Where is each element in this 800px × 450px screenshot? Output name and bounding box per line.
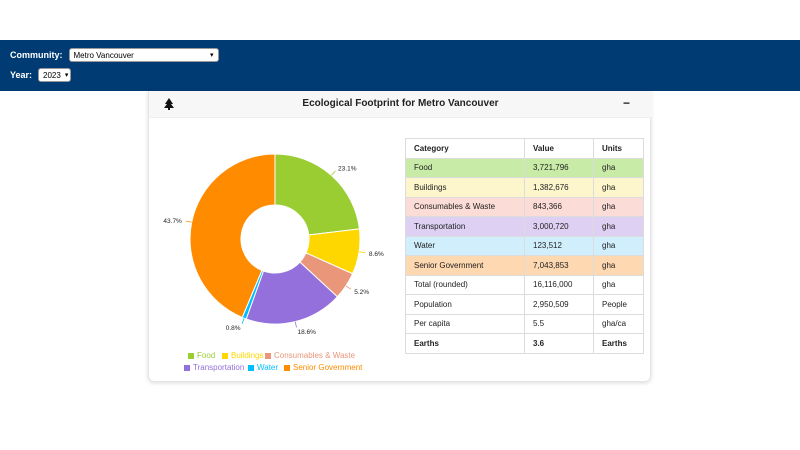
footprint-table: Category Value Units Food 3,721,796 gha …	[405, 138, 644, 354]
legend-label: Senior Government	[293, 363, 363, 372]
cell-value: 123,512	[524, 235, 594, 256]
table-header-row: Category Value Units	[405, 138, 644, 159]
legend-label: Food	[197, 351, 216, 360]
top-band	[0, 0, 800, 40]
cell-value: 1,382,676	[524, 177, 594, 198]
legend-label: Water	[257, 363, 279, 372]
legend-label: Buildings	[231, 351, 264, 360]
slice-percent-label: 43.7%	[163, 218, 182, 225]
column-header-category: Category	[405, 138, 525, 159]
cell-units: gha	[593, 177, 644, 198]
table-row: Consumables & Waste 843,366 gha	[405, 196, 644, 217]
legend-item[interactable]: Buildings	[222, 351, 263, 360]
label-leader-line	[185, 220, 192, 223]
legend-swatch	[284, 364, 290, 371]
label-leader-line	[294, 321, 297, 328]
cell-units: gha	[593, 255, 644, 276]
cell-category: Water	[405, 235, 525, 256]
legend-item[interactable]: Consumables & Waste	[265, 351, 355, 360]
label-leader-line	[331, 170, 336, 176]
table-row: Earths 3.6 Earths	[405, 333, 644, 354]
cell-category: Earths	[405, 333, 525, 354]
chevron-down-icon: ▾	[209, 52, 214, 59]
legend-swatch	[248, 364, 254, 371]
slice-percent-label: 5.2%	[354, 289, 369, 296]
card-header[interactable]: Ecological Footprint for Metro Vancouver…	[149, 91, 652, 118]
table-row: Total (rounded) 16,116,000 gha	[405, 274, 644, 295]
table-row: Buildings 1,382,676 gha	[405, 177, 644, 198]
cell-value: 7,043,853	[524, 255, 594, 276]
legend-label: Consumables & Waste	[274, 351, 356, 360]
year-value: 2023	[43, 70, 61, 80]
donut-slice-senior-government[interactable]	[189, 153, 276, 319]
legend-item[interactable]: Food	[188, 351, 215, 360]
table-row: Senior Government 7,043,853 gha	[405, 255, 644, 276]
cell-units: Earths	[593, 333, 644, 354]
cell-units: gha	[593, 235, 644, 256]
year-filter: Year: 2023 ▾	[10, 68, 72, 82]
legend-swatch	[184, 364, 190, 371]
cell-units: gha	[593, 216, 644, 237]
cell-units: gha/ca	[593, 313, 644, 334]
column-header-value: Value	[524, 138, 594, 159]
label-leader-line	[358, 251, 366, 254]
donut-slice-food[interactable]	[274, 153, 360, 236]
cell-units: gha	[593, 157, 644, 178]
table-row: Food 3,721,796 gha	[405, 157, 644, 178]
community-label: Community:	[10, 50, 63, 60]
community-value: Metro Vancouver	[73, 50, 134, 60]
cell-value: 3,000,720	[524, 216, 594, 237]
cell-category: Per capita	[405, 313, 525, 334]
cell-units: gha	[593, 196, 644, 217]
community-filter: Community: Metro Vancouver ▾	[10, 48, 219, 62]
cell-category: Food	[405, 157, 525, 178]
footprint-donut-chart: 23.1% 8.6% 5.2% 18.6% 0.8% 43.7%	[163, 153, 384, 336]
cell-units: People	[593, 294, 644, 315]
cell-category: Population	[405, 294, 525, 315]
column-header-units: Units	[593, 138, 644, 159]
table-row: Transportation 3,000,720 gha	[405, 216, 644, 237]
slice-percent-label: 8.6%	[369, 251, 384, 258]
collapse-button[interactable]: −	[623, 96, 631, 110]
cell-value: 843,366	[524, 196, 594, 217]
cell-value: 2,950,509	[524, 294, 594, 315]
label-leader-line	[241, 318, 245, 324]
cell-category: Consumables & Waste	[405, 196, 525, 217]
cell-category: Transportation	[405, 216, 525, 237]
cell-category: Senior Government	[405, 255, 525, 276]
year-label: Year:	[10, 70, 33, 80]
legend-swatch	[188, 352, 194, 359]
year-select[interactable]: 2023 ▾	[38, 68, 72, 82]
cell-units: gha	[593, 274, 644, 295]
label-leader-line	[345, 285, 352, 290]
tree-icon	[164, 98, 174, 110]
legend-item[interactable]: Transportation	[184, 363, 244, 372]
slice-percent-label: 18.6%	[297, 329, 316, 336]
cell-value: 3,721,796	[524, 157, 594, 178]
legend-swatch	[265, 352, 271, 359]
cell-value: 16,116,000	[524, 274, 594, 295]
cell-value: 3.6	[524, 333, 594, 354]
card-title: Ecological Footprint for Metro Vancouver	[302, 98, 499, 109]
table-row: Per capita 5.5 gha/ca	[405, 313, 644, 334]
table-row: Water 123,512 gha	[405, 235, 644, 256]
legend-swatch	[222, 352, 228, 359]
cell-value: 5.5	[524, 313, 594, 334]
slice-percent-label: 0.8%	[226, 325, 241, 332]
legend-label: Transportation	[193, 363, 245, 372]
table-row: Population 2,950,509 People	[405, 294, 644, 315]
legend-item[interactable]: Water	[248, 363, 278, 372]
community-select[interactable]: Metro Vancouver ▾	[68, 48, 219, 62]
legend-item[interactable]: Senior Government	[284, 363, 362, 372]
cell-category: Buildings	[405, 177, 525, 198]
chevron-down-icon: ▾	[64, 72, 69, 79]
slice-percent-label: 23.1%	[338, 165, 357, 172]
cell-category: Total (rounded)	[405, 274, 525, 295]
